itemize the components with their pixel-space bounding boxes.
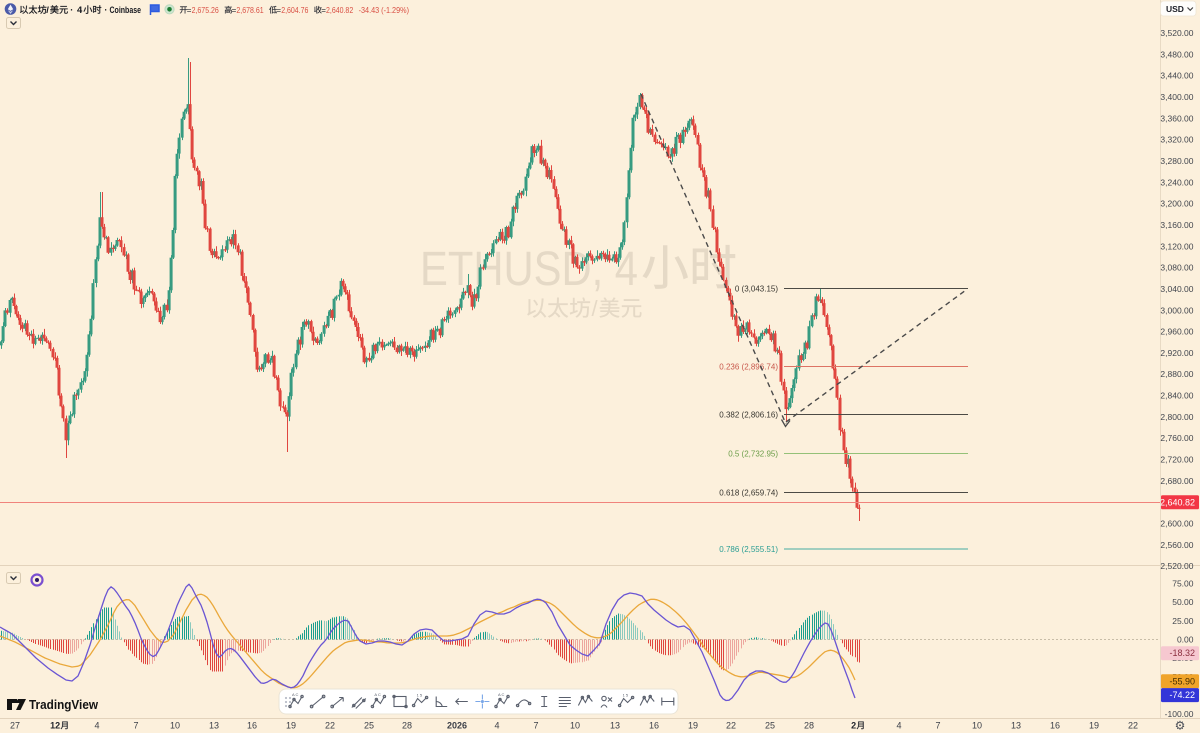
svg-text:3,200.00: 3,200.00 — [1160, 199, 1193, 209]
svg-text:2,675.26: 2,675.26 — [192, 6, 220, 15]
svg-text:4: 4 — [896, 721, 901, 731]
svg-text:2,800.00: 2,800.00 — [1160, 412, 1193, 422]
svg-text:A C: A C — [292, 692, 299, 697]
svg-text:2,880.00: 2,880.00 — [1160, 369, 1193, 379]
svg-text:3,240.00: 3,240.00 — [1160, 177, 1193, 187]
svg-text:2,920.00: 2,920.00 — [1160, 348, 1193, 358]
svg-text:16: 16 — [649, 721, 659, 731]
svg-text:2,760.00: 2,760.00 — [1160, 433, 1193, 443]
svg-text:19: 19 — [286, 721, 296, 731]
svg-text:4: 4 — [77, 5, 83, 16]
svg-text:10: 10 — [570, 721, 580, 731]
svg-text:3,040.00: 3,040.00 — [1160, 284, 1193, 294]
svg-text:3,480.00: 3,480.00 — [1160, 49, 1193, 59]
svg-text:19: 19 — [688, 721, 698, 731]
svg-text:=: = — [232, 6, 237, 15]
svg-text:2,640.82: 2,640.82 — [326, 6, 354, 15]
svg-text:75.00: 75.00 — [1172, 579, 1194, 589]
svg-text:2,720.00: 2,720.00 — [1160, 455, 1193, 465]
svg-text:·: · — [70, 5, 73, 15]
svg-text:3,360.00: 3,360.00 — [1160, 113, 1193, 123]
svg-text:2,560.00: 2,560.00 — [1160, 540, 1193, 550]
svg-text:-100.00: -100.00 — [1165, 709, 1194, 719]
svg-text:3,400.00: 3,400.00 — [1160, 92, 1193, 102]
svg-text:12: 12 — [50, 721, 60, 731]
svg-text:/: / — [592, 296, 599, 321]
svg-text:3,080.00: 3,080.00 — [1160, 263, 1193, 273]
svg-text:Coinbase: Coinbase — [110, 5, 142, 15]
svg-text:0.236 (2,896.74): 0.236 (2,896.74) — [719, 363, 778, 372]
svg-text:27: 27 — [10, 721, 20, 731]
svg-text:2026: 2026 — [447, 721, 467, 731]
svg-text:A C: A C — [498, 692, 505, 697]
svg-text:ETHUSD, 4: ETHUSD, 4 — [420, 243, 638, 296]
svg-text:3,320.00: 3,320.00 — [1160, 135, 1193, 145]
svg-text:0.00: 0.00 — [1177, 635, 1194, 645]
svg-text:-34.43 (-1.29%): -34.43 (-1.29%) — [359, 6, 410, 15]
svg-text:-74.22: -74.22 — [1169, 690, 1195, 700]
svg-text:10: 10 — [170, 721, 180, 731]
svg-text:28: 28 — [804, 721, 814, 731]
svg-text:3,160.00: 3,160.00 — [1160, 220, 1193, 230]
svg-text:=: = — [276, 6, 281, 15]
svg-text:16: 16 — [247, 721, 257, 731]
svg-text:2,840.00: 2,840.00 — [1160, 391, 1193, 401]
svg-text:1 5: 1 5 — [623, 693, 629, 698]
svg-text:4: 4 — [494, 721, 499, 731]
svg-text:13: 13 — [1011, 721, 1021, 731]
svg-text:7: 7 — [133, 721, 138, 731]
svg-text:3,440.00: 3,440.00 — [1160, 71, 1193, 81]
svg-text:-55.90: -55.90 — [1169, 676, 1195, 686]
svg-text:25: 25 — [765, 721, 775, 731]
svg-text:0.618 (2,659.74): 0.618 (2,659.74) — [719, 489, 778, 498]
svg-text:2,520.00: 2,520.00 — [1160, 561, 1193, 571]
svg-text:3,280.00: 3,280.00 — [1160, 156, 1193, 166]
svg-text:19: 19 — [1089, 721, 1099, 731]
svg-text:13: 13 — [209, 721, 219, 731]
svg-text:1 5: 1 5 — [417, 693, 423, 698]
svg-text:22: 22 — [325, 721, 335, 731]
svg-text:13: 13 — [610, 721, 620, 731]
svg-text:2,960.00: 2,960.00 — [1160, 327, 1193, 337]
svg-text:USD: USD — [1166, 4, 1184, 14]
svg-text:50.00: 50.00 — [1172, 597, 1194, 607]
svg-text:⚙: ⚙ — [1175, 719, 1186, 733]
svg-text:·: · — [104, 5, 107, 15]
svg-text:A C: A C — [374, 692, 381, 697]
svg-text:=: = — [321, 6, 326, 15]
svg-text:TradingView: TradingView — [29, 697, 99, 712]
svg-text:7: 7 — [935, 721, 940, 731]
svg-text:=: = — [187, 6, 192, 15]
svg-text:22: 22 — [726, 721, 736, 731]
svg-text:10: 10 — [972, 721, 982, 731]
svg-text:0.382 (2,806.16): 0.382 (2,806.16) — [719, 411, 778, 420]
svg-text:4: 4 — [94, 721, 99, 731]
svg-text:16: 16 — [1050, 721, 1060, 731]
svg-text:25.00: 25.00 — [1172, 616, 1194, 626]
svg-text:2,680.00: 2,680.00 — [1160, 476, 1193, 486]
svg-text:2: 2 — [851, 721, 856, 731]
svg-text:2,678.61: 2,678.61 — [236, 6, 264, 15]
svg-text:0.786 (2,555.51): 0.786 (2,555.51) — [719, 545, 778, 554]
svg-text:3,520.00: 3,520.00 — [1160, 28, 1193, 38]
svg-text:3,120.00: 3,120.00 — [1160, 241, 1193, 251]
svg-text:2,600.00: 2,600.00 — [1160, 519, 1193, 529]
svg-text:0 (3,043.15): 0 (3,043.15) — [735, 285, 778, 294]
svg-text:7: 7 — [533, 721, 538, 731]
svg-text:2,640.82: 2,640.82 — [1160, 497, 1195, 507]
svg-text:-18.32: -18.32 — [1169, 648, 1195, 658]
svg-text:2,604.76: 2,604.76 — [281, 6, 309, 15]
svg-text:/: / — [46, 5, 49, 16]
svg-text:25: 25 — [364, 721, 374, 731]
svg-text:22: 22 — [1128, 721, 1138, 731]
svg-text:28: 28 — [402, 721, 412, 731]
svg-text:3,000.00: 3,000.00 — [1160, 305, 1193, 315]
svg-text:0.5 (2,732.95): 0.5 (2,732.95) — [728, 450, 778, 459]
